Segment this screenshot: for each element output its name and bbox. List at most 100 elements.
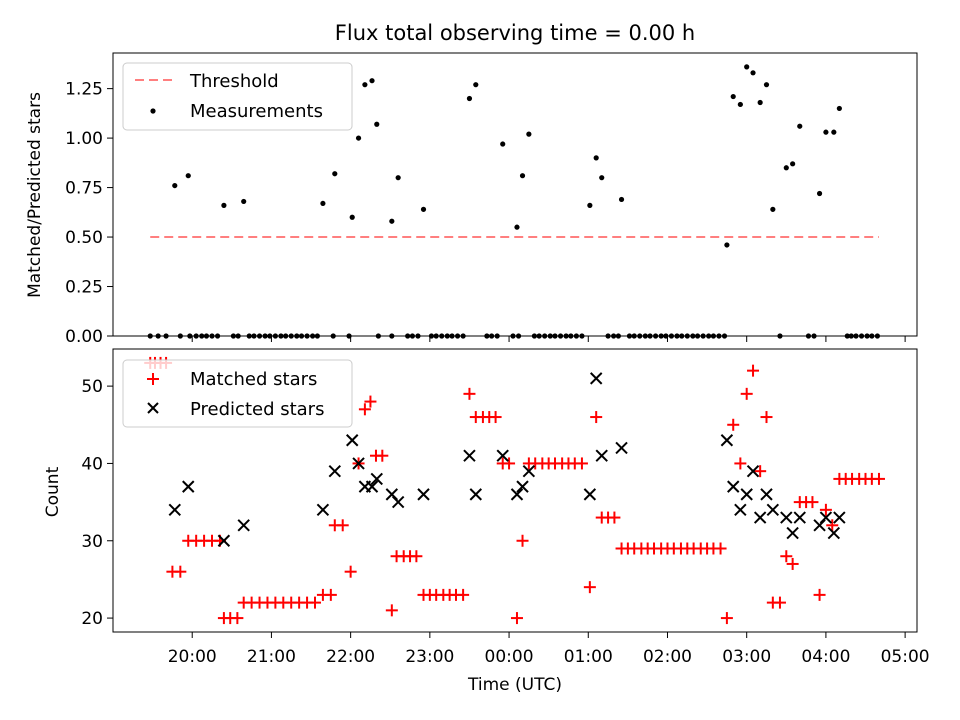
measurement-point — [770, 206, 776, 212]
matched-star-point — [760, 411, 773, 424]
measurement-point — [500, 141, 506, 147]
predicted-star-d2 — [746, 464, 760, 478]
matched-star-point — [754, 465, 767, 478]
top-legend-box — [122, 62, 353, 131]
predicted-star-d2 — [766, 503, 780, 517]
predicted-star-d2 — [740, 488, 753, 501]
matched-star-point — [583, 581, 596, 594]
predicted-star-point — [819, 511, 833, 524]
x-tick-label: 00:00 — [485, 647, 534, 667]
predicted-star-point — [516, 480, 529, 493]
predicted-star-point — [365, 480, 379, 493]
measurement-point — [823, 129, 829, 135]
x-tick-label: 05:00 — [881, 647, 930, 667]
predicted-star-point — [328, 464, 342, 478]
bottom-y-ticks: 20 30 40 50 — [81, 377, 113, 629]
top-y-tick-label: 1.00 — [65, 129, 103, 149]
predicted-star-point — [168, 503, 181, 517]
measurement-point — [349, 214, 355, 220]
bottom-y-axis-label: Count — [43, 466, 63, 517]
measurement-point — [763, 82, 770, 88]
predicted-star-point — [510, 488, 524, 501]
matched-star-point — [336, 519, 349, 532]
bottom-y-tick-label: 50 — [81, 377, 103, 397]
predicted-star-point — [753, 511, 767, 524]
matched-star-point — [747, 364, 760, 377]
matched-star-point — [510, 612, 523, 625]
matched-star-point — [780, 550, 793, 563]
predicted-star-d2 — [786, 526, 799, 540]
predicted-star-d2 — [417, 488, 430, 501]
predicted-star-d2 — [780, 511, 793, 524]
bottom-panel: Count Time (UTC) 20 30 40 50 20:00 21:00 22:0… — [43, 348, 930, 695]
predicted-star-point — [583, 488, 597, 501]
matched-star-point — [410, 550, 423, 563]
top-y-axis-label: Matched/Predicted stars — [25, 92, 45, 298]
predicted-star-point — [833, 511, 846, 524]
matched-star-point — [727, 418, 740, 431]
top-y-tick-label: 0.00 — [65, 327, 103, 347]
bottom-axes-frame — [112, 348, 918, 633]
predicted-star-point — [595, 449, 608, 462]
bottom-y-tick-label: 40 — [81, 454, 103, 474]
measurement-point — [172, 182, 178, 189]
measurement-point — [473, 82, 479, 88]
bottom-y-tick-label: 20 — [81, 609, 103, 629]
top-legend: Threshold Measurements — [122, 62, 353, 131]
measurement-point — [744, 64, 750, 70]
measurement-point — [395, 175, 401, 181]
matched-star-point — [516, 534, 529, 547]
predicted-star-d2 — [819, 511, 833, 524]
bottom-x-ticks: 20:00 21:00 22:00 23:00 00:00 01:00 02:00 03:00… — [168, 632, 930, 667]
predicted-star-point — [352, 457, 365, 470]
measurement-point — [241, 198, 247, 205]
measurement-point — [836, 105, 842, 112]
measurement-point — [526, 131, 532, 137]
measurement-point — [221, 202, 227, 208]
top-y-tick-label: 1.25 — [65, 80, 103, 100]
measurement-point — [724, 242, 730, 248]
predicted-star-point — [727, 480, 740, 493]
predicted-star-d2 — [370, 472, 383, 486]
matched-star-point — [819, 503, 832, 516]
predicted-stars-legend-swatch — [147, 402, 159, 414]
predicted-star-point — [469, 488, 482, 501]
matched-star-point — [734, 457, 747, 470]
measurement-point — [797, 123, 803, 129]
measurement-point — [757, 99, 763, 106]
predicted-star-d2 — [182, 480, 195, 493]
predicted-star-point — [417, 488, 430, 501]
top-panel: Flux total observing time = 0.00 h Match… — [25, 21, 918, 347]
measurement-point — [519, 173, 526, 179]
predicted-star-d2 — [496, 449, 509, 462]
top-y-tick-label: 0.75 — [65, 179, 103, 199]
matched-star-point — [463, 387, 476, 400]
predicted-star-point — [463, 449, 476, 462]
predicted-star-d2 — [793, 511, 806, 524]
predicted-star-point — [496, 449, 509, 462]
predicted-star-point — [760, 488, 773, 501]
predicted-star-point — [827, 526, 841, 540]
predicted-star-point — [734, 503, 747, 517]
predicted-star-point — [746, 464, 760, 478]
predicted-star-d2 — [237, 519, 250, 532]
measurement-point — [816, 190, 823, 197]
measurement-point — [831, 129, 837, 135]
matched-star-point — [344, 565, 357, 578]
measurement-point — [514, 224, 520, 230]
x-tick-label: 01:00 — [564, 647, 613, 667]
predicted-star-d2 — [595, 449, 608, 462]
measurement-point — [783, 165, 789, 171]
matched-star-point — [773, 596, 786, 609]
predicted-star-d2 — [365, 480, 379, 493]
measurement-point — [587, 202, 593, 208]
top-chart-title: Flux total observing time = 0.00 h — [335, 21, 695, 45]
predicted-star-d2 — [589, 372, 603, 385]
top-y-ticks: 0.00 0.25 0.50 0.75 1.00 1.25 — [65, 80, 113, 347]
measurement-point — [730, 93, 736, 100]
x-tick-label: 21:00 — [247, 647, 296, 667]
predicted-star-d2 — [217, 534, 231, 547]
matched-star-point — [806, 496, 819, 509]
threshold-legend-label: Threshold — [189, 71, 279, 92]
